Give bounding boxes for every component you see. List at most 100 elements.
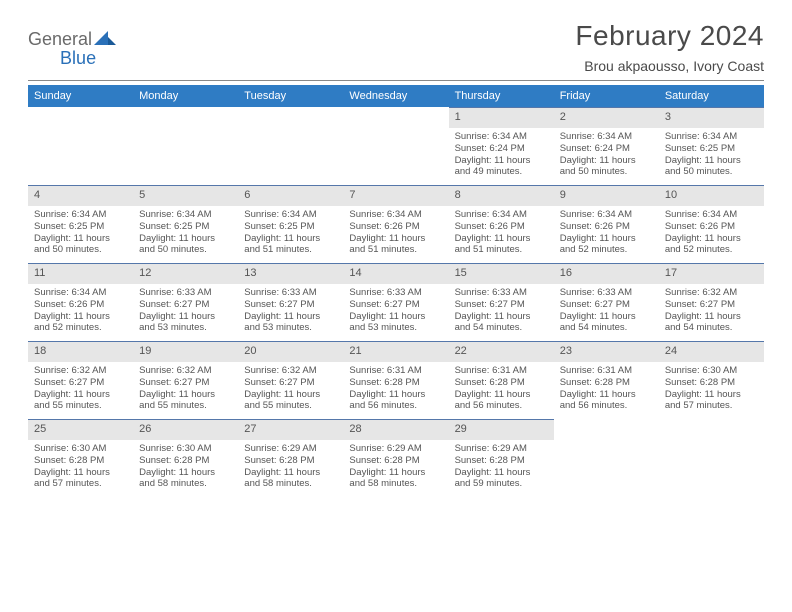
sunrise-value: 6:29 AM [282,443,317,454]
sunset-value: 6:28 PM [384,377,419,388]
calendar-day: 3Sunrise: 6:34 AMSunset: 6:25 PMDaylight… [659,107,764,185]
sunset-value: 6:26 PM [489,221,524,232]
day-number: 18 [28,341,133,362]
day-number: 1 [449,107,554,128]
sunset-label: Sunset: [244,455,279,466]
sunset-label: Sunset: [139,455,174,466]
sunrise-value: 6:31 AM [492,365,527,376]
calendar-day: 16Sunrise: 6:33 AMSunset: 6:27 PMDayligh… [554,263,659,341]
day-number: 11 [28,263,133,284]
daylight-label: Daylight: [244,467,284,478]
sunrise-value: 6:33 AM [387,287,422,298]
calendar-body: 1Sunrise: 6:34 AMSunset: 6:24 PMDaylight… [28,107,764,497]
sunrise-label: Sunrise: [244,443,282,454]
sunset-label: Sunset: [349,299,384,310]
sunrise-value: 6:34 AM [597,209,632,220]
sunrise-value: 6:32 AM [282,365,317,376]
sunset-label: Sunset: [244,377,279,388]
sunset-label: Sunset: [244,299,279,310]
month-title: February 2024 [575,20,764,52]
sunset-label: Sunset: [349,221,384,232]
sunrise-value: 6:34 AM [492,131,527,142]
calendar-week: 25Sunrise: 6:30 AMSunset: 6:28 PMDayligh… [28,419,764,497]
sunrise-label: Sunrise: [34,443,72,454]
header-divider [28,80,764,81]
calendar-empty [28,107,133,185]
sunrise-label: Sunrise: [139,365,177,376]
sunrise-value: 6:34 AM [702,131,737,142]
day-content: Sunrise: 6:34 AMSunset: 6:25 PMDaylight:… [28,206,133,263]
calendar-day: 22Sunrise: 6:31 AMSunset: 6:28 PMDayligh… [449,341,554,419]
daylight-label: Daylight: [244,233,284,244]
daylight-label: Daylight: [139,233,179,244]
sunset-value: 6:27 PM [279,377,314,388]
sunrise-label: Sunrise: [455,443,493,454]
daylight-label: Daylight: [455,467,495,478]
day-number: 21 [343,341,448,362]
sunset-label: Sunset: [34,221,69,232]
day-content: Sunrise: 6:33 AMSunset: 6:27 PMDaylight:… [133,284,238,341]
day-content: Sunrise: 6:29 AMSunset: 6:28 PMDaylight:… [343,440,448,497]
day-content: Sunrise: 6:34 AMSunset: 6:25 PMDaylight:… [238,206,343,263]
title-block: February 2024 Brou akpaousso, Ivory Coas… [575,20,764,74]
day-number: 25 [28,419,133,440]
day-number: 7 [343,185,448,206]
day-content: Sunrise: 6:34 AMSunset: 6:26 PMDaylight:… [554,206,659,263]
day-content: Sunrise: 6:32 AMSunset: 6:27 PMDaylight:… [659,284,764,341]
calendar-day: 1Sunrise: 6:34 AMSunset: 6:24 PMDaylight… [449,107,554,185]
sunset-label: Sunset: [560,377,595,388]
daylight-label: Daylight: [560,311,600,322]
day-number: 5 [133,185,238,206]
day-number: 19 [133,341,238,362]
day-number: 12 [133,263,238,284]
daylight-label: Daylight: [139,389,179,400]
calendar-empty [659,419,764,497]
day-header: Saturday [659,85,764,107]
daylight-label: Daylight: [455,389,495,400]
sunrise-value: 6:29 AM [492,443,527,454]
day-content: Sunrise: 6:33 AMSunset: 6:27 PMDaylight:… [554,284,659,341]
sunrise-label: Sunrise: [349,287,387,298]
day-header: Monday [133,85,238,107]
day-content: Sunrise: 6:30 AMSunset: 6:28 PMDaylight:… [659,362,764,419]
sunrise-value: 6:34 AM [492,209,527,220]
day-number: 16 [554,263,659,284]
day-number: 20 [238,341,343,362]
calendar-day: 24Sunrise: 6:30 AMSunset: 6:28 PMDayligh… [659,341,764,419]
sunset-value: 6:25 PM [700,143,735,154]
day-header: Wednesday [343,85,448,107]
sunset-value: 6:25 PM [279,221,314,232]
sunset-value: 6:28 PM [279,455,314,466]
sunset-label: Sunset: [34,377,69,388]
day-number: 23 [554,341,659,362]
sunrise-value: 6:34 AM [282,209,317,220]
sunset-value: 6:25 PM [174,221,209,232]
sunrise-label: Sunrise: [455,287,493,298]
day-number: 28 [343,419,448,440]
sunrise-label: Sunrise: [455,131,493,142]
daylight-label: Daylight: [455,233,495,244]
daylight-label: Daylight: [665,389,705,400]
sunrise-label: Sunrise: [455,209,493,220]
daylight-label: Daylight: [349,467,389,478]
sunset-label: Sunset: [139,299,174,310]
sunset-value: 6:28 PM [489,455,524,466]
day-number: 17 [659,263,764,284]
calendar-empty [238,107,343,185]
sunrise-label: Sunrise: [34,365,72,376]
sunset-value: 6:27 PM [595,299,630,310]
daylight-label: Daylight: [349,311,389,322]
day-number: 29 [449,419,554,440]
sunset-value: 6:24 PM [595,143,630,154]
calendar-day: 12Sunrise: 6:33 AMSunset: 6:27 PMDayligh… [133,263,238,341]
daylight-label: Daylight: [665,233,705,244]
sunset-value: 6:26 PM [700,221,735,232]
day-content: Sunrise: 6:34 AMSunset: 6:24 PMDaylight:… [449,128,554,185]
sunrise-label: Sunrise: [244,287,282,298]
sunset-label: Sunset: [560,143,595,154]
day-content: Sunrise: 6:34 AMSunset: 6:26 PMDaylight:… [659,206,764,263]
day-content: Sunrise: 6:30 AMSunset: 6:28 PMDaylight:… [133,440,238,497]
sunset-value: 6:27 PM [489,299,524,310]
sunrise-label: Sunrise: [560,209,598,220]
sunset-label: Sunset: [455,143,490,154]
